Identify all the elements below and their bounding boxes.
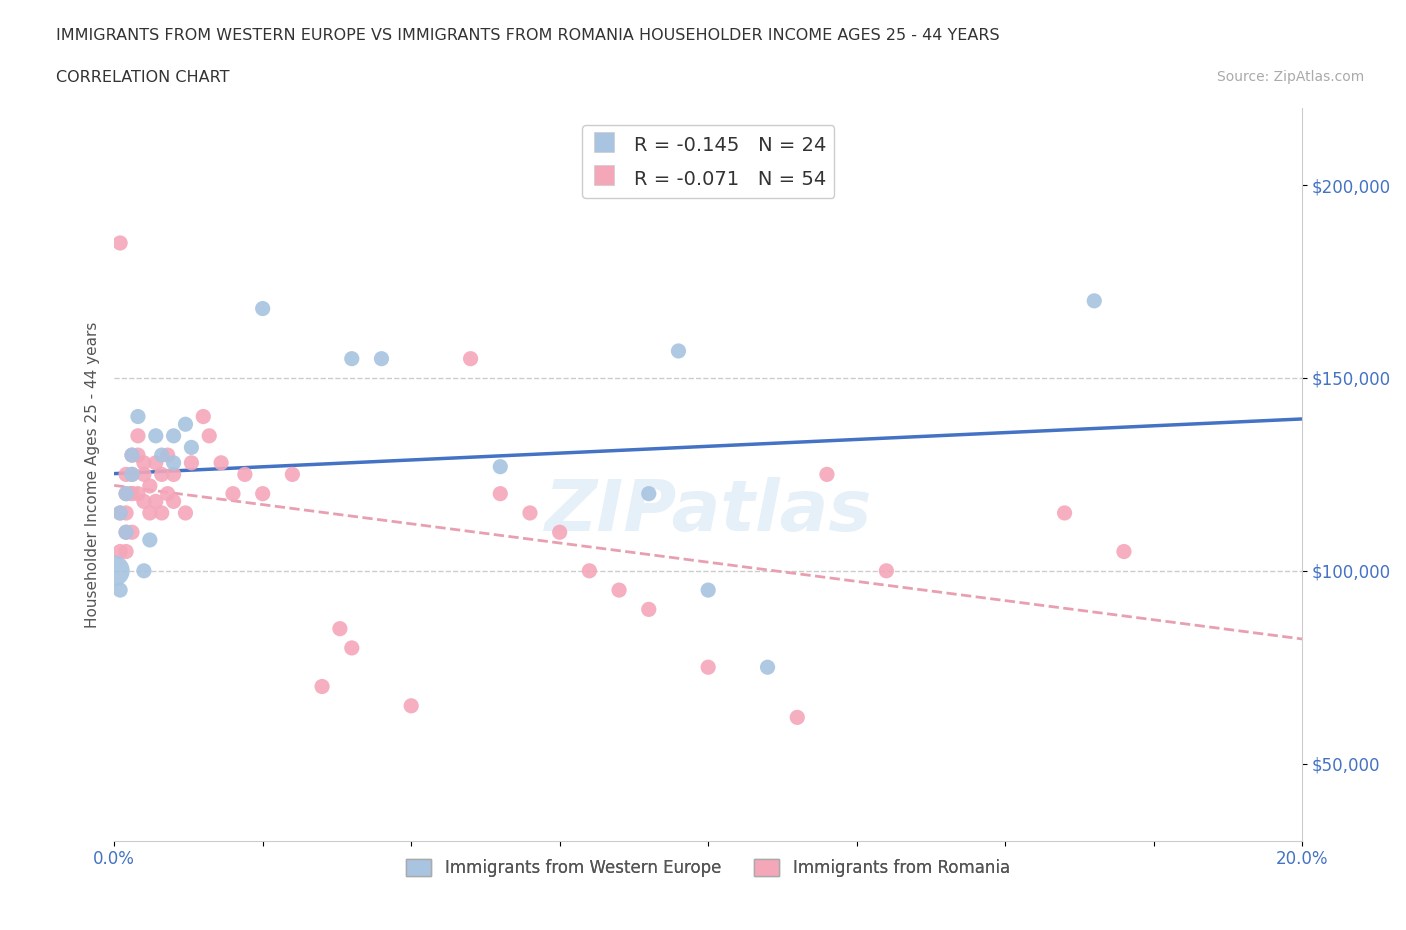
Point (1053, 506, 1076, 521)
Point (139, 479, 162, 494)
Point (145, 494, 167, 509)
Point (115, 467, 138, 482)
Point (145, 456, 167, 471)
Point (637, 486, 659, 501)
Point (139, 533, 162, 548)
Point (139, 506, 162, 521)
Point (489, 459, 512, 474)
Point (121, 447, 143, 462)
Point (121, 525, 143, 539)
Point (252, 301, 274, 316)
Legend: Immigrants from Western Europe, Immigrants from Romania: Immigrants from Western Europe, Immigran… (399, 852, 1017, 883)
Point (127, 447, 149, 462)
Point (132, 564, 155, 578)
Point (697, 583, 720, 598)
Y-axis label: Householder Income Ages 25 - 44 years: Householder Income Ages 25 - 44 years (86, 321, 100, 628)
Point (399, 698, 422, 713)
Point (607, 583, 630, 598)
Point (115, 525, 138, 539)
Point (198, 429, 221, 444)
Point (115, 506, 138, 521)
Point (108, 235, 131, 250)
Point (252, 486, 274, 501)
Point (115, 486, 138, 501)
Point (132, 456, 155, 471)
Point (174, 417, 197, 432)
Point (548, 525, 571, 539)
Point (162, 494, 184, 509)
Point (281, 467, 304, 482)
Point (460, 352, 482, 366)
Point (127, 409, 149, 424)
Point (127, 486, 149, 501)
Point (815, 467, 838, 482)
Point (370, 352, 392, 366)
Point (329, 621, 352, 636)
Point (209, 456, 232, 471)
Point (875, 564, 897, 578)
Text: Source: ZipAtlas.com: Source: ZipAtlas.com (1216, 70, 1364, 84)
Point (1112, 544, 1135, 559)
Point (222, 486, 245, 501)
Point (162, 467, 184, 482)
Point (697, 659, 720, 674)
Point (121, 467, 143, 482)
Point (103, 564, 125, 578)
Point (233, 467, 256, 482)
Point (115, 486, 138, 501)
Point (637, 602, 659, 617)
Point (180, 456, 202, 471)
Point (115, 544, 138, 559)
Point (121, 447, 143, 462)
Point (127, 429, 149, 444)
Point (121, 467, 143, 482)
Point (519, 506, 541, 521)
Text: IMMIGRANTS FROM WESTERN EUROPE VS IMMIGRANTS FROM ROMANIA HOUSEHOLDER INCOME AGE: IMMIGRANTS FROM WESTERN EUROPE VS IMMIGR… (56, 28, 1000, 43)
Point (756, 659, 779, 674)
Point (108, 544, 131, 559)
Point (156, 486, 179, 501)
Point (156, 447, 179, 462)
Text: CORRELATION CHART: CORRELATION CHART (56, 70, 229, 85)
Point (340, 352, 363, 366)
Point (150, 467, 173, 482)
Point (578, 564, 600, 578)
Point (132, 494, 155, 509)
Text: ZIPatlas: ZIPatlas (544, 476, 872, 546)
Point (145, 429, 167, 444)
Point (668, 343, 690, 358)
Point (108, 583, 131, 598)
Point (786, 710, 808, 724)
Point (1083, 293, 1105, 308)
Point (193, 409, 215, 424)
Point (174, 506, 197, 521)
Point (115, 525, 138, 539)
Point (150, 506, 173, 521)
Point (180, 440, 202, 455)
Point (162, 456, 184, 471)
Point (132, 467, 155, 482)
Point (150, 447, 173, 462)
Point (311, 679, 333, 694)
Point (121, 486, 143, 501)
Point (108, 506, 131, 521)
Point (340, 641, 363, 656)
Point (108, 506, 131, 521)
Point (489, 486, 512, 501)
Point (162, 429, 184, 444)
